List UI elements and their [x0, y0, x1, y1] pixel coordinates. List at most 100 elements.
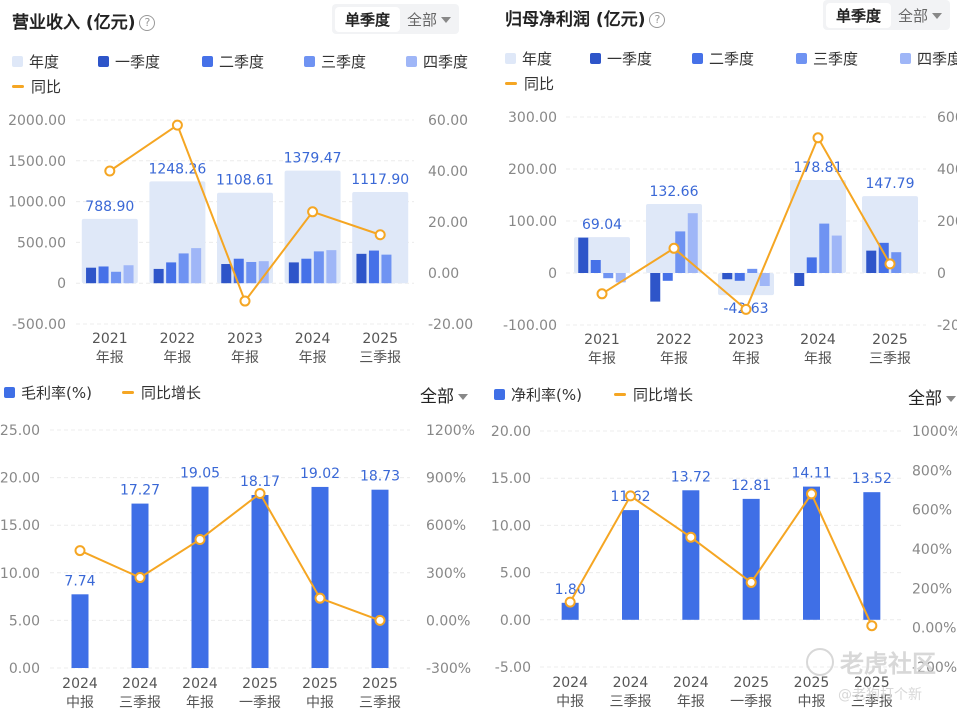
- legend-q2[interactable]: 二季度: [202, 51, 264, 72]
- all-periods-dropdown[interactable]: 全部: [403, 9, 459, 30]
- legend-q1[interactable]: 一季度: [590, 48, 652, 69]
- legend-q2[interactable]: 二季度: [692, 48, 754, 69]
- quarter-bar: [368, 250, 379, 284]
- y2-tick-label: 20.00: [428, 215, 468, 231]
- x-tick-label: 2024: [800, 332, 836, 348]
- quarter-bar: [326, 250, 337, 284]
- legend-q4[interactable]: 四季度: [900, 48, 957, 69]
- annual-value-label: 1248.26: [148, 161, 206, 177]
- annual-value-label: 69.04: [582, 217, 622, 233]
- x-tick-sublabel: 年报: [677, 694, 705, 710]
- x-tick-sublabel: 三季报: [359, 695, 401, 711]
- annual-bar: [217, 192, 273, 284]
- legend-yoy[interactable]: 同比: [12, 76, 61, 97]
- net-margin-period-dropdown[interactable]: 全部: [908, 384, 956, 409]
- yoy-point: [564, 596, 576, 608]
- margin-bar: [622, 510, 639, 620]
- quarter-bar: [313, 251, 324, 284]
- yoy-line: [569, 491, 873, 627]
- y2-tick-label: -20.00: [428, 317, 473, 333]
- help-icon[interactable]: ?: [649, 12, 666, 28]
- y-tick-label: 10.00: [0, 566, 40, 582]
- margin-bar: [803, 486, 820, 620]
- margin-bar: [251, 495, 269, 668]
- yoy-point: [374, 614, 386, 626]
- yoy-point: [812, 132, 824, 144]
- margin-bar: [863, 492, 881, 620]
- x-tick-label: 2024: [552, 675, 588, 691]
- legend-swatch: [505, 53, 516, 64]
- legend-q3[interactable]: 三季度: [304, 51, 366, 72]
- tiger-logo-icon: [806, 648, 834, 676]
- x-tick-label: 2021: [92, 331, 128, 347]
- annual-value-label: 1379.47: [284, 151, 342, 167]
- x-tick-label: 2025: [242, 676, 278, 692]
- x-tick-label: 2024: [295, 331, 331, 347]
- y-tick-label: 0.00: [500, 613, 531, 629]
- quarter-bar: [878, 242, 889, 273]
- y2-tick-label: 0.00: [428, 266, 459, 282]
- quarter-bar: [166, 262, 177, 284]
- quarter-bar: [759, 273, 770, 286]
- legend-swatch: [202, 56, 213, 67]
- x-tick-label: 2024: [122, 676, 158, 692]
- y-tick-label: 1000.00: [8, 195, 66, 211]
- margin-value-label: 13.52: [852, 471, 892, 487]
- y2-tick-label: 400: [937, 162, 957, 178]
- legend-yoy-growth[interactable]: 同比增长: [614, 384, 693, 405]
- quarter-bar: [123, 265, 134, 284]
- legend-annual[interactable]: 年度: [12, 51, 59, 72]
- y2-tick-label: 600: [937, 110, 957, 126]
- margin-value-label: 7.74: [64, 573, 95, 589]
- legend-yoy-growth[interactable]: 同比增长: [122, 382, 201, 403]
- gross-margin-period-dropdown[interactable]: 全部: [420, 382, 468, 407]
- y-tick-label: 100.00: [508, 214, 557, 230]
- quarter-bar: [806, 257, 817, 273]
- y-tick-label: -5.00: [495, 660, 531, 676]
- x-tick-label: 2024: [182, 676, 218, 692]
- x-tick-sublabel: 年报: [732, 351, 760, 367]
- single-quarter-tab[interactable]: 单季度: [335, 6, 401, 32]
- yoy-point: [134, 572, 146, 584]
- legend-annual[interactable]: 年度: [505, 48, 552, 69]
- y-tick-label: 300.00: [508, 110, 557, 126]
- legend-gross-margin[interactable]: 毛利率(%): [4, 382, 92, 403]
- all-periods-dropdown[interactable]: 全部: [894, 5, 950, 26]
- y-tick-label: 0: [57, 276, 66, 292]
- annual-value-label: 178.81: [794, 160, 843, 176]
- yoy-point: [374, 229, 386, 241]
- quarter-bar: [675, 231, 686, 273]
- gross-margin-chart: 25.00 20.00 15.00 10.00 5.00 0.00 1200% 900% 600…: [0, 423, 475, 711]
- y2-tick-label: 900%: [426, 471, 466, 487]
- legend-yoy[interactable]: 同比: [505, 73, 554, 94]
- x-tick-sublabel: 中报: [306, 695, 334, 711]
- yoy-point: [254, 487, 266, 499]
- quarter-bar: [233, 258, 244, 284]
- chevron-down-icon: [458, 394, 468, 400]
- legend-q3[interactable]: 三季度: [796, 48, 858, 69]
- legend-line-swatch: [614, 393, 626, 396]
- legend-q4[interactable]: 四季度: [406, 51, 468, 72]
- yoy-point: [314, 592, 326, 604]
- yoy-point: [104, 165, 116, 177]
- x-tick-sublabel: 年报: [96, 350, 124, 366]
- x-tick-label: 2022: [656, 332, 692, 348]
- annual-value-label: 1108.61: [216, 173, 274, 189]
- margin-value-label: 13.72: [671, 469, 711, 485]
- help-icon[interactable]: ?: [139, 15, 156, 31]
- quarter-bar: [819, 223, 830, 273]
- x-tick-sublabel: 三季报: [119, 695, 161, 711]
- legend-net-margin[interactable]: 净利率(%): [494, 384, 582, 405]
- single-quarter-tab[interactable]: 单季度: [826, 2, 892, 28]
- x-tick-sublabel: 年报: [186, 695, 214, 711]
- net-profit-period-toggle: 单季度 全部: [823, 0, 951, 30]
- legend-q1[interactable]: 一季度: [98, 51, 160, 72]
- quarter-bar: [866, 250, 877, 273]
- net-margin-chart: 20.00 15.00 10.00 5.00 0.00 -5.00 1000% 800% 600…: [491, 424, 957, 710]
- yoy-point: [668, 242, 680, 254]
- x-tick-sublabel: 年报: [163, 350, 191, 366]
- margin-bar: [131, 503, 149, 668]
- quarter-bar: [831, 235, 842, 273]
- legend-swatch: [900, 53, 911, 64]
- revenue-chart-title: 营业收入 (亿元)?: [12, 8, 156, 33]
